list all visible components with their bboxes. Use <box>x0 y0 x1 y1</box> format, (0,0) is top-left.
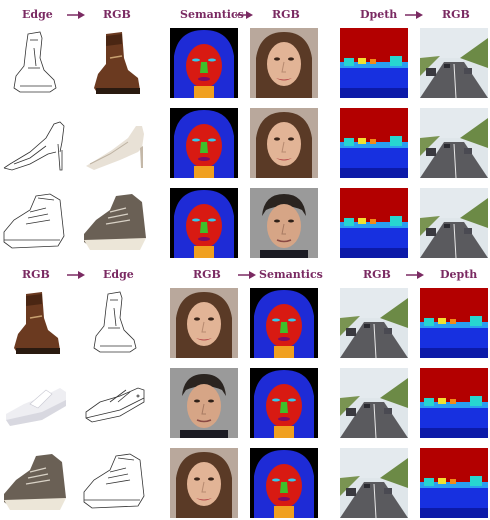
arrow-icon <box>235 11 253 19</box>
edge-boot-image <box>0 28 68 98</box>
photo-road-image <box>420 188 488 258</box>
header-edge-bottom: Edge <box>103 268 134 281</box>
photo-road-image <box>420 108 488 178</box>
arrow-icon <box>67 11 85 19</box>
header-rgb-bottom-3: RGB <box>363 268 391 281</box>
photo-face-woman-image <box>170 448 238 518</box>
photo-road-image <box>420 28 488 98</box>
photo-sneaker-image <box>0 448 68 518</box>
header-rgb-bottom-1: RGB <box>22 268 50 281</box>
header-depth-top: Dpeth <box>360 8 398 21</box>
header-edge-top: Edge <box>22 8 53 21</box>
header-depth-bottom: Depth <box>440 268 478 281</box>
depth-road-image <box>420 368 488 438</box>
depth-road-image <box>340 28 408 98</box>
depth-road-image <box>340 188 408 258</box>
semantic-face-image <box>170 108 238 178</box>
edge-sneaker-image <box>0 188 68 258</box>
depth-road-image <box>420 288 488 358</box>
arrow-icon <box>67 271 85 279</box>
photo-face-man-image <box>250 188 318 258</box>
header-rgb-top-2: RGB <box>272 8 300 21</box>
header-rgb-top-3: RGB <box>442 8 470 21</box>
semantic-face-image <box>170 28 238 98</box>
semantic-face-image <box>250 448 318 518</box>
arrow-icon <box>238 271 256 279</box>
edge-boot-image <box>80 288 148 358</box>
header-rgb-top-1: RGB <box>103 8 131 21</box>
header-rgb-bottom-2: RGB <box>193 268 221 281</box>
photo-boot-image <box>0 288 68 358</box>
semantic-face-image <box>250 368 318 438</box>
photo-face-woman-image <box>250 28 318 98</box>
header-semantics-top: Semantics <box>180 8 244 21</box>
photo-road-image <box>340 288 408 358</box>
edge-heel-image <box>0 108 68 178</box>
edge-sneaker-image <box>80 448 148 518</box>
semantic-face-image <box>250 288 318 358</box>
semantic-face-image <box>170 188 238 258</box>
photo-face-woman-image <box>250 108 318 178</box>
photo-boot-image <box>80 28 148 98</box>
edge-sandal-image <box>80 368 148 438</box>
photo-face-woman-image <box>170 288 238 358</box>
arrow-icon <box>406 271 424 279</box>
photo-face-man-image <box>170 368 238 438</box>
photo-road-image <box>340 448 408 518</box>
depth-road-image <box>340 108 408 178</box>
photo-sneaker-image <box>80 188 148 258</box>
header-semantics-bottom: Semantics <box>259 268 323 281</box>
depth-road-image <box>420 448 488 518</box>
photo-road-image <box>340 368 408 438</box>
arrow-icon <box>405 11 423 19</box>
photo-sandal-image <box>0 368 68 438</box>
photo-heel-image <box>80 108 148 178</box>
